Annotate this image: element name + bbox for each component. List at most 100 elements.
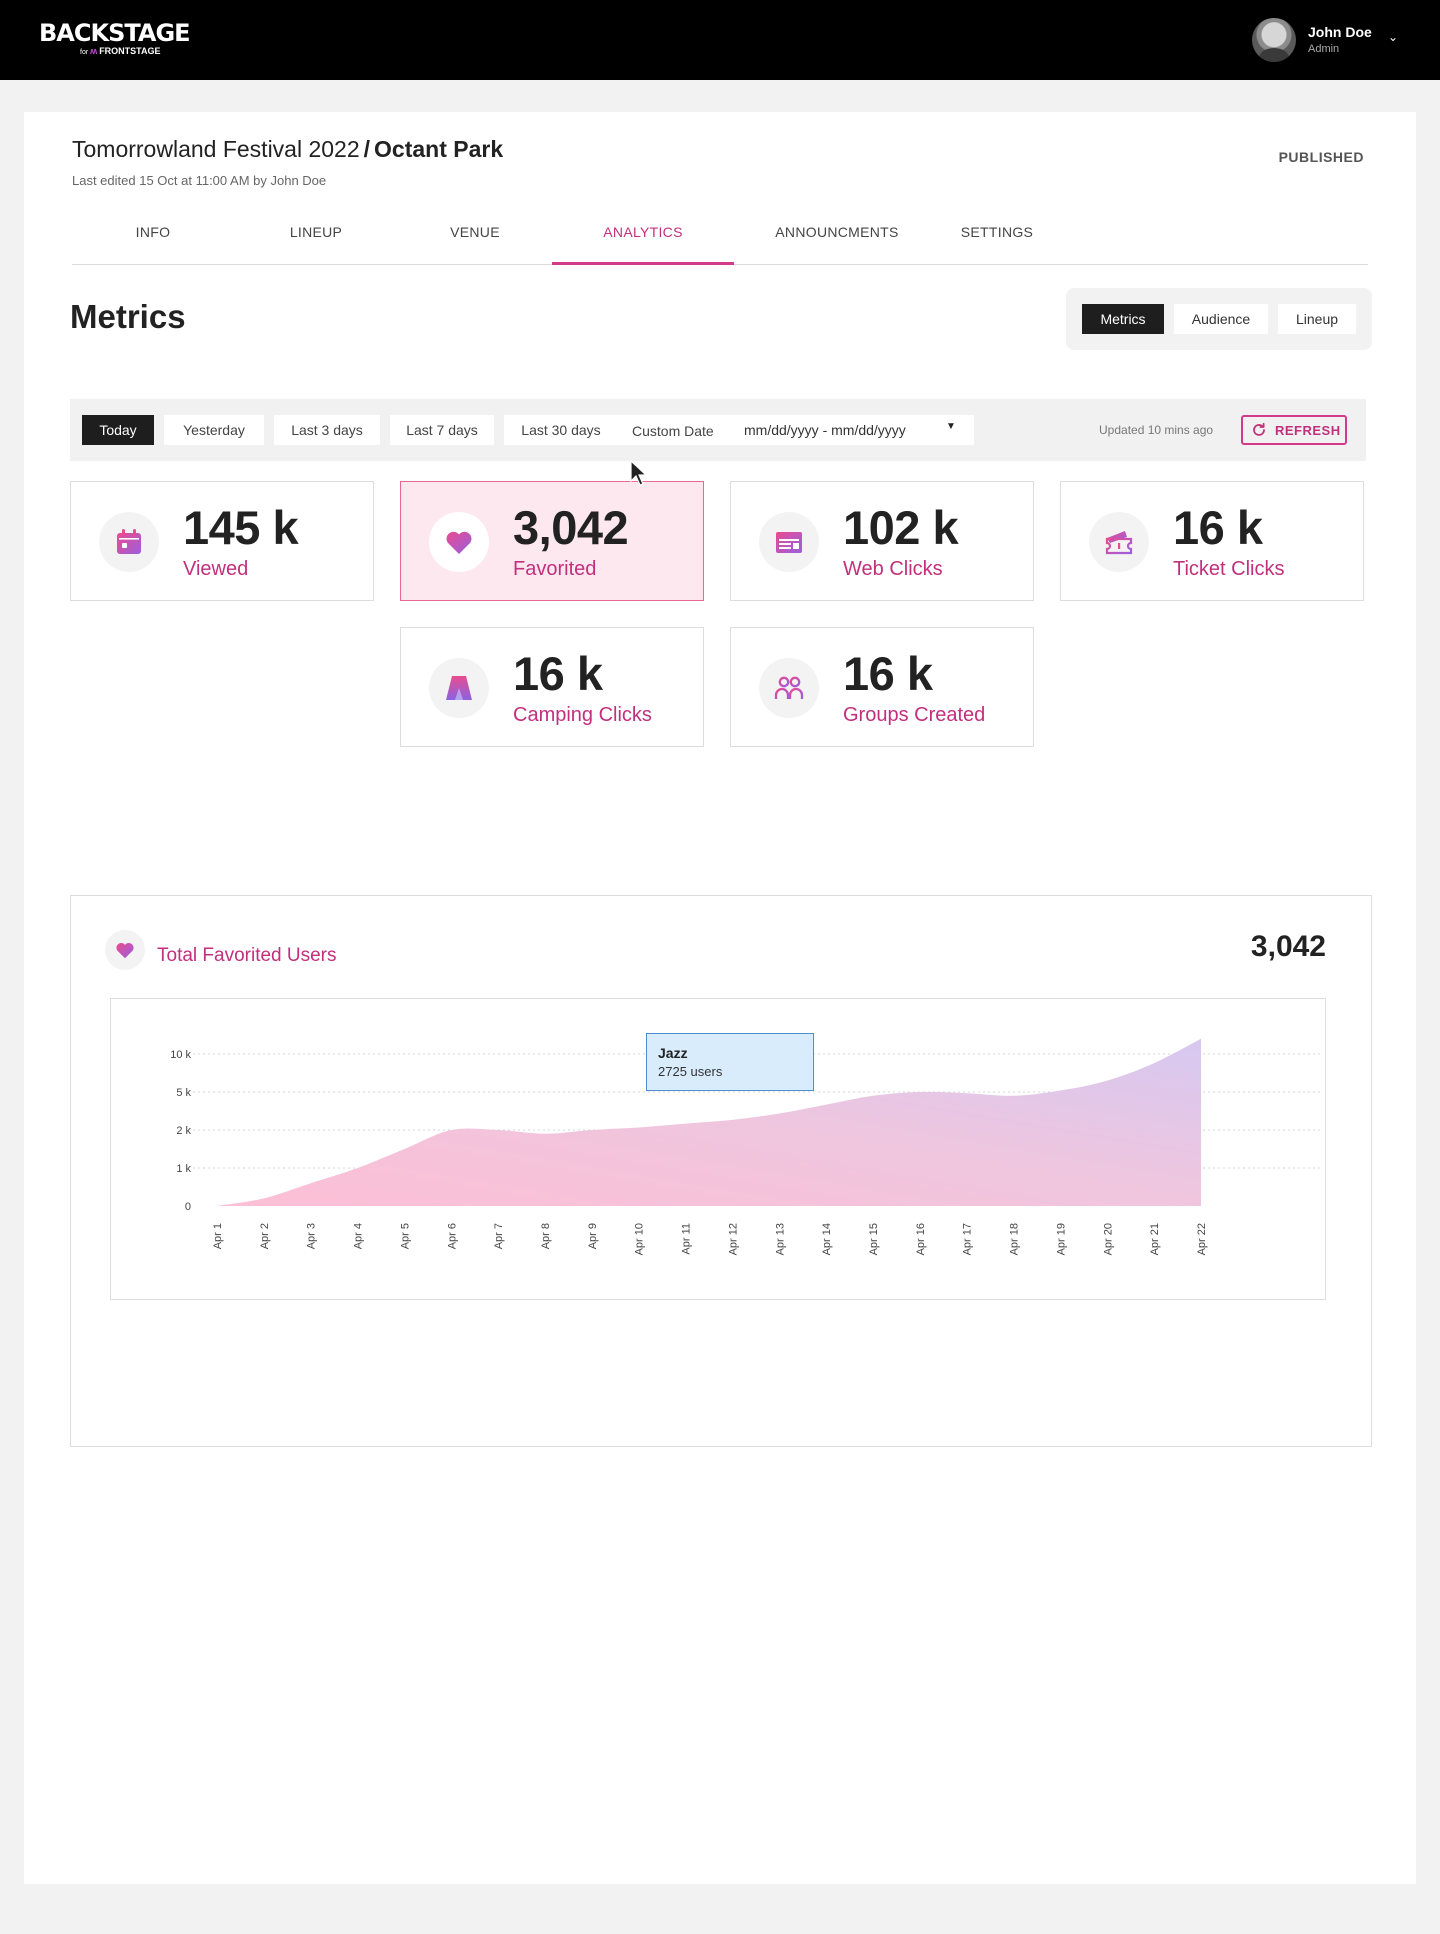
ticket-clicks-stat-card[interactable]: 16 k Ticket Clicks	[1060, 481, 1364, 601]
x-tick-label: Apr 6	[446, 1223, 458, 1249]
camping-clicks-stat-card[interactable]: 16 k Camping Clicks	[400, 627, 704, 747]
status-badge: PUBLISHED	[1278, 149, 1364, 165]
stat-label: Ticket Clicks	[1173, 558, 1285, 580]
frontstage-mark-icon: ʍ	[90, 46, 98, 56]
x-tick-label: Apr 10	[634, 1223, 646, 1255]
refresh-button[interactable]: REFRESH	[1241, 415, 1347, 445]
x-tick-label: Apr 5	[399, 1223, 411, 1249]
chart-total: 3,042	[1250, 930, 1326, 963]
date-filter-bar: Today Yesterday Last 3 days Last 7 days …	[70, 399, 1366, 461]
x-tick-label: Apr 2	[259, 1223, 271, 1249]
tab-settings[interactable]: SETTINGS	[960, 224, 1034, 240]
data-point[interactable]	[636, 1124, 642, 1130]
data-point[interactable]	[1057, 1087, 1063, 1093]
user-name: John Doe	[1308, 24, 1372, 40]
x-tick-label: Apr 22	[1196, 1223, 1208, 1255]
data-point[interactable]	[917, 1089, 923, 1095]
audience-segment-button[interactable]: Audience	[1174, 304, 1268, 334]
x-tick-label: Apr 3	[306, 1223, 318, 1249]
updated-text: Updated 10 mins ago	[1099, 423, 1214, 437]
data-point[interactable]	[448, 1127, 454, 1133]
caret-down-icon[interactable]: ▼	[946, 421, 956, 432]
tab-lineup[interactable]: LINEUP	[289, 224, 343, 240]
tab-venue[interactable]: VENUE	[450, 224, 500, 240]
data-point[interactable]	[355, 1165, 361, 1171]
lineup-segment-button[interactable]: Lineup	[1278, 304, 1356, 334]
refresh-label: REFRESH	[1275, 423, 1341, 438]
data-point[interactable]	[870, 1093, 876, 1099]
browser-window-icon	[759, 512, 819, 572]
custom-date-input[interactable]: mm/dd/yyyy - mm/dd/yyyy	[744, 422, 906, 438]
custom-date-picker[interactable]: Custom Date mm/dd/yyyy - mm/dd/yyyy ▼	[616, 415, 974, 445]
stat-label: Web Clicks	[843, 558, 943, 580]
metrics-heading: Metrics	[70, 298, 186, 335]
x-tick-label: Apr 1	[212, 1223, 224, 1249]
x-tick-label: Apr 11	[681, 1223, 693, 1255]
stat-label: Groups Created	[843, 704, 986, 726]
stat-label: Viewed	[183, 558, 249, 580]
last-30-days-filter-button[interactable]: Last 30 days	[504, 415, 618, 445]
y-tick-label: 10 k	[170, 1049, 191, 1061]
x-tick-label: Apr 19	[1055, 1223, 1067, 1255]
x-tick-label: Apr 12	[727, 1223, 739, 1255]
title-separator: /	[363, 136, 371, 162]
chart-plot-area[interactable]: 0 1 k 2 k 5 k 10 k Apr 1 Apr 2 Apr 3 Apr 4 Apr 5 A…	[110, 998, 1326, 1300]
data-point[interactable]	[401, 1146, 407, 1152]
chart-title: Total Favorited Users	[157, 945, 337, 966]
data-point[interactable]	[542, 1131, 548, 1137]
stat-label: Favorited	[513, 558, 597, 580]
data-point[interactable]	[776, 1111, 782, 1117]
backstage-logo[interactable]: BACKSTAGE for ʍ FRONTSTAGE	[39, 20, 191, 56]
y-tick-label: 2 k	[176, 1125, 191, 1137]
logo-subbrand: for ʍ FRONTSTAGE	[80, 46, 161, 56]
groups-created-stat-card[interactable]: 16 k Groups Created	[730, 627, 1034, 747]
favorited-users-area[interactable]	[217, 1038, 1201, 1206]
tab-info[interactable]: INFO	[135, 224, 171, 240]
heart-icon	[105, 930, 145, 970]
top-bar: BACKSTAGE for ʍ FRONTSTAGE John Doe Admin …	[0, 0, 1440, 80]
web-clicks-stat-card[interactable]: 102 k Web Clicks	[730, 481, 1034, 601]
tooltip-title: Jazz	[658, 1045, 688, 1061]
x-tick-label: Apr 15	[868, 1223, 880, 1255]
data-point[interactable]	[1151, 1060, 1157, 1066]
data-point[interactable]	[214, 1203, 220, 1209]
logo-brand: FRONTSTAGE	[99, 46, 161, 56]
viewed-stat-card[interactable]: 145 k Viewed	[70, 481, 374, 601]
group-icon	[759, 658, 819, 718]
favorited-stat-card[interactable]: 3,042 Favorited	[400, 481, 704, 601]
stat-value: 3,042	[513, 501, 629, 554]
data-point[interactable]	[729, 1117, 735, 1123]
data-point[interactable]	[1104, 1078, 1110, 1084]
data-point[interactable]	[261, 1195, 267, 1201]
data-point[interactable]	[308, 1180, 314, 1186]
data-point[interactable]	[495, 1127, 501, 1133]
tab-announcments[interactable]: ANNOUNCMENTS	[775, 224, 899, 240]
tab-analytics[interactable]: ANALYTICS	[552, 220, 734, 265]
avatar[interactable]	[1252, 18, 1296, 62]
calendar-icon	[99, 512, 159, 572]
data-point[interactable]	[589, 1127, 595, 1133]
logo-for: for	[80, 49, 89, 56]
x-tick-label: Apr 20	[1102, 1223, 1114, 1255]
yesterday-filter-button[interactable]: Yesterday	[164, 415, 264, 445]
x-tick-label: Apr 21	[1149, 1223, 1161, 1255]
x-tick-label: Apr 7	[493, 1223, 505, 1249]
data-point[interactable]	[964, 1090, 970, 1096]
ticket-icon	[1089, 512, 1149, 572]
data-point[interactable]	[683, 1121, 689, 1127]
data-point[interactable]	[1198, 1036, 1204, 1042]
data-point[interactable]	[1011, 1093, 1017, 1099]
heart-icon	[429, 512, 489, 572]
chevron-down-icon[interactable]: ⌄	[1388, 30, 1399, 44]
last-7-days-filter-button[interactable]: Last 7 days	[390, 415, 494, 445]
area-chart[interactable]: 0 1 k 2 k 5 k 10 k Apr 1 Apr 2 Apr 3 Apr 4 Apr 5 A…	[111, 999, 1325, 1299]
x-tick-label: Apr 18	[1009, 1223, 1021, 1255]
data-point[interactable]	[823, 1102, 829, 1108]
user-menu[interactable]: John Doe Admin ⌄	[1252, 18, 1402, 62]
today-filter-button[interactable]: Today	[82, 415, 154, 445]
stat-value: 145 k	[183, 501, 299, 554]
tent-icon	[429, 658, 489, 718]
tooltip-text: 2725 users	[658, 1064, 723, 1079]
metrics-segment-button[interactable]: Metrics	[1082, 304, 1164, 334]
last-3-days-filter-button[interactable]: Last 3 days	[274, 415, 380, 445]
